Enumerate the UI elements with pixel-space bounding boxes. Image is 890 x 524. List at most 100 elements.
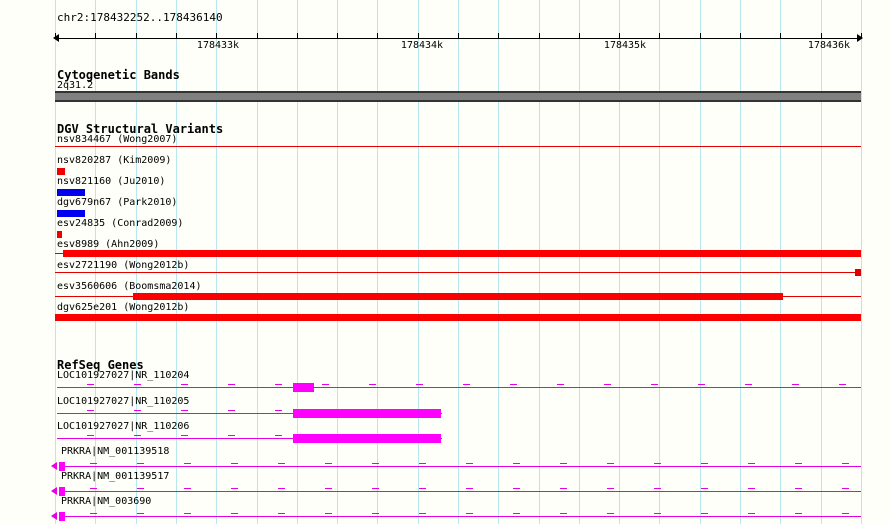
strand-chevron-icon: [228, 435, 235, 440]
exon-block[interactable]: [59, 462, 65, 471]
gridline: [861, 0, 862, 524]
strand-chevron-icon: [231, 463, 238, 468]
strand-chevron-icon: [701, 488, 708, 493]
feature-label[interactable]: dgv625e201 (Wong2012b): [57, 302, 190, 313]
ruler-tick-label: 178436k: [807, 40, 851, 51]
feature-label[interactable]: LOC101927027|NR_110206: [57, 421, 190, 432]
variant-bar[interactable]: [57, 231, 62, 238]
strand-chevron-icon: [842, 488, 849, 493]
strand-chevron-icon: [228, 410, 235, 415]
feature-label[interactable]: PRKRA|NM_003690: [61, 496, 152, 507]
strand-chevron-icon: [651, 384, 658, 389]
exon-block[interactable]: [293, 434, 441, 443]
feature-label[interactable]: dgv679n67 (Park2010): [57, 197, 178, 208]
ruler-tick: [297, 33, 298, 39]
variant-bar[interactable]: [57, 168, 65, 175]
variant-bar[interactable]: [55, 314, 861, 321]
intron-line[interactable]: [60, 516, 861, 517]
strand-chevron-icon: [466, 488, 473, 493]
ruler-tick-label: 178435k: [603, 40, 647, 51]
feature-label[interactable]: nsv834467 (Wong2007): [57, 134, 178, 145]
strand-chevron-icon: [748, 513, 755, 518]
track-title-cytogenetic-bands: Cytogenetic Bands: [57, 68, 180, 82]
gridline: [498, 0, 499, 524]
strand-chevron-icon: [137, 513, 144, 518]
ruler-tick: [498, 33, 499, 39]
variant-span-line[interactable]: [55, 272, 861, 273]
strand-chevron-icon: [322, 384, 329, 389]
strand-chevron-icon: [369, 384, 376, 389]
variant-bar[interactable]: [63, 250, 861, 257]
intron-line[interactable]: [57, 413, 442, 414]
strand-chevron-icon: [137, 463, 144, 468]
exon-block[interactable]: [293, 409, 441, 418]
ruler-tick: [176, 33, 177, 39]
strand-chevron-icon: [278, 488, 285, 493]
exon-block[interactable]: [59, 512, 65, 521]
variant-bar[interactable]: [57, 189, 85, 196]
strand-chevron-icon: [795, 463, 802, 468]
ruler-tick: [458, 33, 459, 39]
strand-chevron-icon: [137, 488, 144, 493]
strand-chevron-icon: [466, 513, 473, 518]
ruler-tick: [55, 33, 56, 39]
ruler-tick-label: 178434k: [400, 40, 444, 51]
gridline: [176, 0, 177, 524]
intron-line[interactable]: [57, 387, 861, 388]
strand-chevron-icon: [513, 513, 520, 518]
strand-arrow-left-icon: [51, 512, 57, 520]
gridline: [337, 0, 338, 524]
strand-chevron-icon: [748, 488, 755, 493]
strand-chevron-icon: [748, 463, 755, 468]
ruler-tick: [700, 33, 701, 39]
feature-label[interactable]: nsv820287 (Kim2009): [57, 155, 172, 166]
scroll-right-arrow-icon[interactable]: [857, 34, 863, 42]
exon-block[interactable]: [293, 383, 314, 392]
intron-line[interactable]: [60, 491, 861, 492]
strand-chevron-icon: [839, 384, 846, 389]
strand-chevron-icon: [184, 463, 191, 468]
variant-bar[interactable]: [133, 293, 783, 300]
strand-chevron-icon: [795, 488, 802, 493]
gridline: [700, 0, 701, 524]
feature-label[interactable]: esv24835 (Conrad2009): [57, 218, 184, 229]
feature-label[interactable]: esv2721190 (Wong2012b): [57, 260, 190, 271]
strand-chevron-icon: [654, 513, 661, 518]
feature-label[interactable]: esv3560606 (Boomsma2014): [57, 281, 202, 292]
gridline: [257, 0, 258, 524]
strand-chevron-icon: [416, 384, 423, 389]
ruler-tick: [821, 33, 822, 39]
feature-label[interactable]: nsv821160 (Ju2010): [57, 176, 166, 187]
feature-label[interactable]: 2q31.2: [57, 80, 94, 91]
feature-label[interactable]: LOC101927027|NR_110205: [57, 396, 190, 407]
intron-line[interactable]: [57, 438, 442, 439]
variant-span-line[interactable]: [55, 146, 861, 147]
strand-chevron-icon: [325, 513, 332, 518]
strand-chevron-icon: [795, 513, 802, 518]
feature-label[interactable]: esv8989 (Ahn2009): [57, 239, 160, 250]
strand-chevron-icon: [419, 488, 426, 493]
ruler-tick: [95, 33, 96, 39]
strand-chevron-icon: [87, 410, 94, 415]
gridline: [216, 0, 217, 524]
intron-line[interactable]: [60, 466, 861, 467]
strand-chevron-icon: [184, 513, 191, 518]
feature-label[interactable]: PRKRA|NM_001139518: [61, 446, 170, 457]
variant-endcap[interactable]: [855, 269, 861, 276]
feature-label[interactable]: LOC101927027|NR_110204: [57, 370, 190, 381]
strand-chevron-icon: [228, 384, 235, 389]
cytoband-bar[interactable]: [55, 91, 861, 102]
exon-block[interactable]: [59, 487, 65, 496]
strand-chevron-icon: [275, 410, 282, 415]
strand-chevron-icon: [513, 488, 520, 493]
variant-bar[interactable]: [57, 210, 85, 217]
feature-label[interactable]: PRKRA|NM_001139517: [61, 471, 170, 482]
strand-chevron-icon: [184, 488, 191, 493]
scroll-left-arrow-icon[interactable]: [53, 34, 59, 42]
track-title-refseq-genes: RefSeq Genes: [57, 358, 144, 372]
gridline: [458, 0, 459, 524]
gridline: [55, 0, 56, 524]
gridline: [740, 0, 741, 524]
strand-chevron-icon: [560, 513, 567, 518]
